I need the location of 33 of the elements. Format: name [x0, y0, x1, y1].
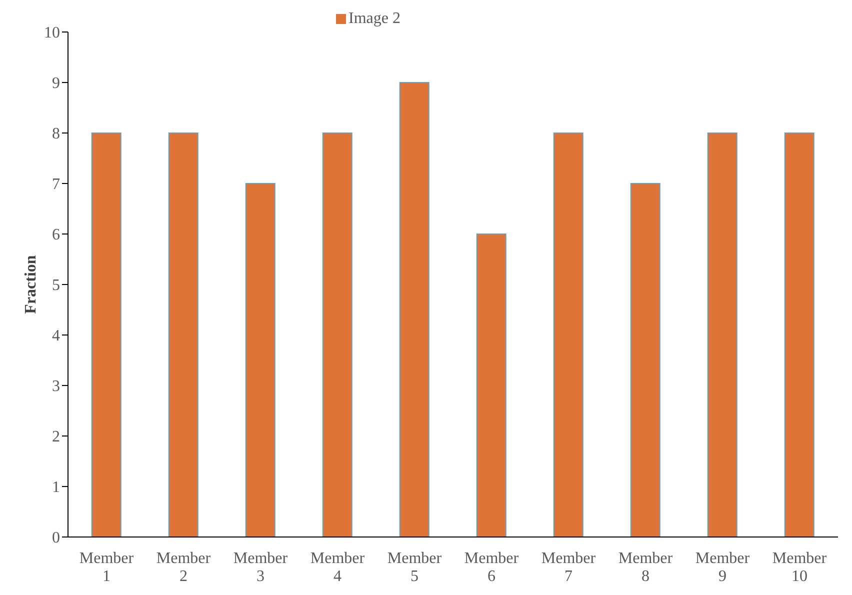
y-tick-label: 8	[52, 126, 60, 143]
bar	[784, 132, 814, 537]
bar	[91, 132, 122, 537]
y-tick-label: 2	[52, 428, 60, 446]
x-tick-label: Member 9	[695, 550, 750, 585]
y-tick-label: 4	[52, 328, 60, 345]
y-tick-label: 9	[52, 75, 60, 92]
bar	[322, 132, 352, 537]
bar	[399, 82, 430, 537]
x-tick-label: Member 6	[464, 550, 520, 585]
bar	[245, 183, 276, 537]
y-tick-label: 1	[52, 479, 60, 496]
x-tick-label: Member 3	[233, 550, 288, 585]
bar	[553, 132, 584, 537]
bar	[168, 132, 198, 537]
x-tick-label: Member 5	[387, 550, 442, 585]
bar	[707, 132, 738, 537]
legend-label: Image 2	[348, 10, 400, 28]
x-tick-label: Member 4	[310, 550, 366, 585]
bar	[476, 234, 506, 537]
bar	[630, 183, 660, 537]
x-tick-label: Member 1	[79, 550, 134, 585]
y-axis-title: Fraction	[22, 255, 40, 314]
x-tick-label: Member 8	[618, 550, 674, 585]
x-tick-label: Member 10	[772, 550, 828, 585]
x-tick-label: Member 7	[541, 550, 596, 585]
y-tick-label: 7	[52, 176, 60, 194]
y-tick-label: 6	[52, 226, 60, 244]
y-tick-label: 10	[44, 24, 60, 42]
y-tick-label: 5	[52, 277, 60, 294]
x-tick-label: Member 2	[156, 550, 212, 585]
y-tick-label: 3	[52, 378, 60, 396]
y-tick-label: 0	[52, 530, 60, 547]
